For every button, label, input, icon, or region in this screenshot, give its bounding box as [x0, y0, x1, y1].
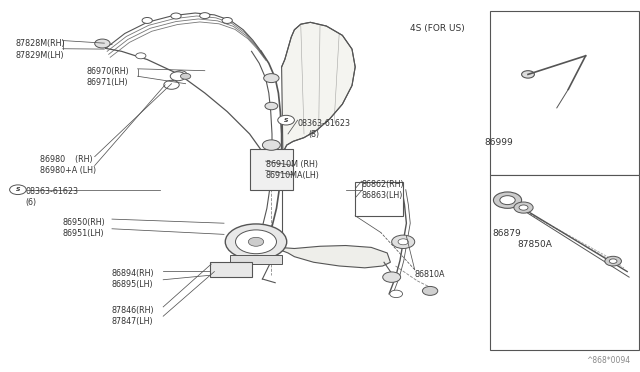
Text: 86894(RH): 86894(RH)	[112, 269, 155, 278]
Circle shape	[514, 202, 533, 213]
Circle shape	[500, 196, 515, 205]
Polygon shape	[269, 246, 390, 268]
Circle shape	[422, 286, 438, 295]
Text: 86863(LH): 86863(LH)	[362, 191, 403, 200]
Text: 86895(LH): 86895(LH)	[112, 280, 154, 289]
Bar	[490, 11, 639, 175]
Text: ^868*0094: ^868*0094	[586, 356, 630, 365]
Circle shape	[142, 17, 152, 23]
Text: 87846(RH): 87846(RH)	[112, 306, 155, 315]
Circle shape	[262, 140, 280, 150]
Text: 87850A: 87850A	[517, 240, 552, 249]
Circle shape	[493, 192, 522, 208]
Text: 4S (FOR US): 4S (FOR US)	[410, 24, 465, 33]
Text: 86910MA(LH): 86910MA(LH)	[266, 171, 319, 180]
Text: 86970(RH): 86970(RH)	[86, 67, 129, 76]
Circle shape	[519, 205, 528, 210]
Text: S: S	[15, 187, 20, 192]
Circle shape	[609, 259, 617, 263]
Circle shape	[171, 13, 181, 19]
Text: 87847(LH): 87847(LH)	[112, 317, 154, 326]
Circle shape	[248, 237, 264, 246]
Text: 86862(RH): 86862(RH)	[362, 180, 404, 189]
Text: 86950(RH): 86950(RH)	[63, 218, 106, 227]
Bar	[230, 255, 282, 264]
Text: 87829M(LH): 87829M(LH)	[16, 51, 65, 60]
Text: 08363-61623: 08363-61623	[26, 187, 79, 196]
Circle shape	[170, 72, 186, 81]
Circle shape	[265, 102, 278, 110]
Text: 08363-61623: 08363-61623	[298, 119, 351, 128]
Circle shape	[222, 17, 232, 23]
Circle shape	[136, 53, 146, 59]
Text: 86910M (RH): 86910M (RH)	[266, 160, 317, 169]
Text: S: S	[284, 118, 289, 123]
Text: 86980+A (LH): 86980+A (LH)	[40, 166, 96, 175]
Circle shape	[10, 185, 26, 195]
Text: 87828M(RH): 87828M(RH)	[16, 39, 66, 48]
Text: 86951(LH): 86951(LH)	[63, 229, 104, 238]
Text: (8): (8)	[308, 130, 319, 139]
Bar	[250, 149, 293, 190]
Circle shape	[383, 272, 401, 282]
Circle shape	[236, 230, 276, 254]
Text: 86810A: 86810A	[415, 270, 445, 279]
Circle shape	[164, 80, 179, 89]
Circle shape	[398, 239, 408, 245]
Circle shape	[174, 71, 187, 78]
Text: 86999: 86999	[485, 138, 513, 147]
Circle shape	[605, 256, 621, 266]
Polygon shape	[282, 22, 355, 153]
Text: (6): (6)	[26, 198, 36, 207]
Text: 86971(LH): 86971(LH)	[86, 78, 128, 87]
Circle shape	[390, 290, 403, 298]
Circle shape	[225, 224, 287, 260]
Text: 86879: 86879	[493, 229, 522, 238]
Circle shape	[264, 74, 279, 83]
Circle shape	[95, 39, 110, 48]
Circle shape	[180, 73, 191, 79]
Bar	[355, 182, 403, 216]
Bar	[210, 262, 252, 277]
Circle shape	[522, 71, 534, 78]
Circle shape	[278, 115, 294, 125]
Circle shape	[392, 235, 415, 248]
Bar	[490, 175, 639, 350]
Text: 86980    (RH): 86980 (RH)	[40, 155, 92, 164]
Circle shape	[200, 13, 210, 19]
